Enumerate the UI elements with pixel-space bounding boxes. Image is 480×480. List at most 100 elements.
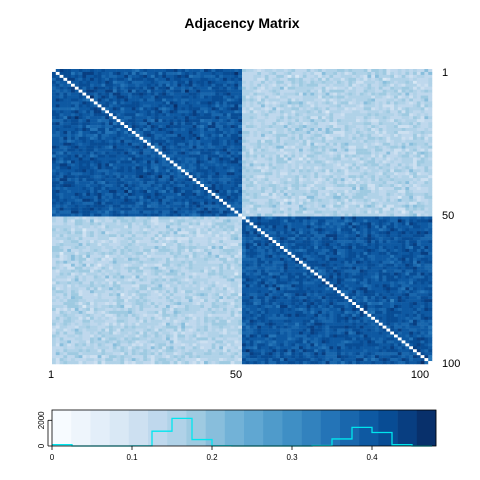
heatmap-cell xyxy=(131,128,136,132)
heatmap-cell xyxy=(162,113,167,117)
heatmap-cell xyxy=(230,69,235,73)
heatmap-cell xyxy=(150,204,155,208)
heatmap-cell xyxy=(192,133,197,138)
heatmap-cell xyxy=(143,113,148,117)
heatmap-cell xyxy=(329,83,334,87)
heatmap-cell xyxy=(306,128,311,132)
heatmap-cell xyxy=(93,113,98,117)
heatmap-cell xyxy=(215,192,220,197)
heatmap-cell xyxy=(135,166,140,170)
heatmap-cell xyxy=(139,178,144,182)
heatmap-cell xyxy=(207,163,212,167)
heatmap-cell xyxy=(211,130,216,135)
heatmap-cell xyxy=(272,151,277,155)
heatmap-cell xyxy=(166,86,171,90)
heatmap-cell xyxy=(120,207,125,211)
heatmap-cell xyxy=(428,83,433,87)
heatmap-cell xyxy=(321,178,326,182)
heatmap-cell xyxy=(86,83,91,87)
heatmap-cell xyxy=(249,181,254,185)
heatmap-cell xyxy=(363,130,368,135)
heatmap-cell xyxy=(257,175,262,179)
heatmap-cell xyxy=(378,139,383,143)
heatmap-cell xyxy=(173,184,178,188)
heatmap-cell xyxy=(52,77,57,82)
heatmap-cell xyxy=(386,125,391,129)
heatmap-cell xyxy=(264,101,269,105)
heatmap-cell xyxy=(291,128,296,132)
heatmap-cell xyxy=(200,169,205,173)
heatmap-cell xyxy=(367,133,372,138)
heatmap-cell xyxy=(74,154,79,158)
heatmap-cell xyxy=(386,92,391,96)
heatmap-cell xyxy=(128,122,133,126)
heatmap-cell xyxy=(116,136,121,141)
heatmap-cell xyxy=(253,136,258,141)
heatmap-cell xyxy=(397,128,402,132)
heatmap-cell xyxy=(378,175,383,179)
heatmap-cell xyxy=(253,178,258,182)
heatmap-cell xyxy=(401,169,406,173)
heatmap-cell xyxy=(386,178,391,182)
heatmap-cell xyxy=(67,192,72,197)
heatmap-cell xyxy=(55,207,60,211)
heatmap-cell xyxy=(359,136,364,141)
heatmap-cell xyxy=(394,101,399,105)
heatmap-cell xyxy=(371,133,376,138)
heatmap-cell xyxy=(204,107,209,111)
heatmap-cell xyxy=(78,130,83,135)
heatmap-cell xyxy=(181,166,186,170)
heatmap-cell xyxy=(230,210,235,214)
heatmap-cell xyxy=(333,142,338,146)
heatmap-cell xyxy=(416,119,421,123)
heatmap-cell xyxy=(283,107,288,111)
heatmap-cell xyxy=(333,74,338,79)
heatmap-cell xyxy=(386,163,391,167)
heatmap-cell xyxy=(90,83,95,87)
heatmap-cell xyxy=(280,128,285,132)
heatmap-cell xyxy=(264,207,269,211)
heatmap-cell xyxy=(63,181,68,185)
heatmap-cell xyxy=(344,80,349,84)
heatmap-cell xyxy=(200,116,205,120)
heatmap-cell xyxy=(211,122,216,126)
heatmap-cell xyxy=(333,160,338,164)
heatmap-cell xyxy=(371,184,376,188)
heatmap-cell xyxy=(329,195,334,200)
heatmap-cell xyxy=(245,77,250,82)
heatmap-cell xyxy=(158,92,163,96)
heatmap-cell xyxy=(147,163,152,167)
heatmap-cell xyxy=(128,178,133,182)
heatmap-cell xyxy=(143,133,148,138)
heatmap-cell xyxy=(166,116,171,120)
heatmap-cell xyxy=(147,181,152,185)
heatmap-cell xyxy=(59,133,64,138)
heatmap-cell xyxy=(211,98,216,102)
heatmap-cell xyxy=(131,207,136,211)
heatmap-cell xyxy=(401,184,406,188)
heatmap-cell xyxy=(242,104,247,108)
heatmap-cell xyxy=(416,69,421,73)
heatmap-cell xyxy=(215,69,220,73)
heatmap-cell xyxy=(154,172,159,176)
heatmap-cell xyxy=(86,86,91,90)
heatmap-cell xyxy=(219,172,224,176)
heatmap-cell xyxy=(188,95,193,99)
heatmap-cell xyxy=(318,122,323,126)
heatmap-cell xyxy=(135,104,140,108)
heatmap-cell xyxy=(101,187,106,191)
heatmap-cell xyxy=(299,136,304,141)
heatmap-cell xyxy=(257,184,262,188)
heatmap-cell xyxy=(371,151,376,155)
heatmap-cell xyxy=(314,104,319,108)
heatmap-cell xyxy=(295,104,300,108)
heatmap-cell xyxy=(143,104,148,108)
heatmap-cell xyxy=(352,187,357,191)
heatmap-cell xyxy=(291,151,296,155)
heatmap-cell xyxy=(223,101,228,105)
heatmap-cell xyxy=(207,77,212,82)
heatmap-cell xyxy=(55,110,60,114)
heatmap-cell xyxy=(139,122,144,126)
heatmap-cell xyxy=(97,207,102,211)
heatmap-cell xyxy=(257,86,262,90)
